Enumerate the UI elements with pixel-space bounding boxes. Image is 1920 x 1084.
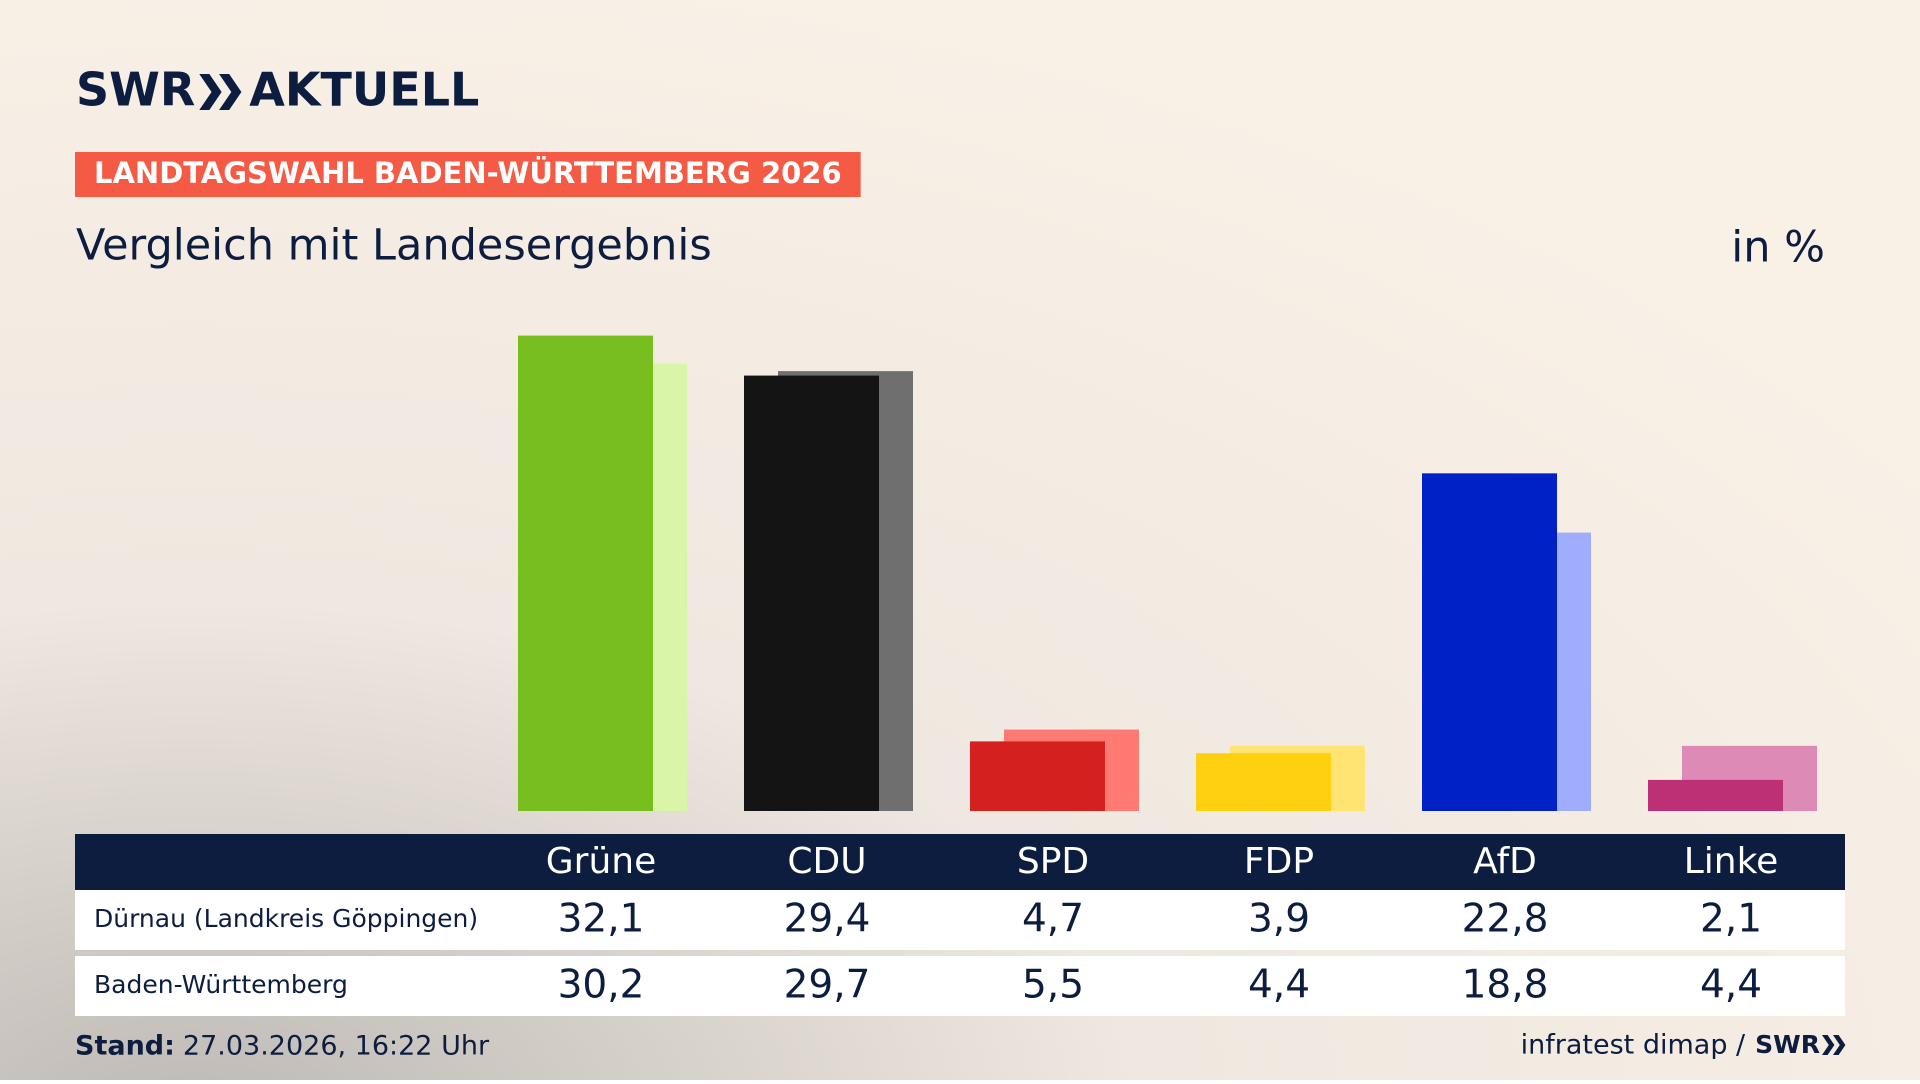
column-header: Grüne <box>546 841 656 882</box>
chevron <box>1822 1035 1835 1055</box>
chevron <box>1833 1035 1846 1055</box>
source: infratest dimap / <box>1521 1030 1746 1061</box>
table-row <box>75 956 1845 1016</box>
table-value: 5,5 <box>1022 963 1084 1008</box>
source-chevrons <box>1822 1035 1846 1055</box>
unit-label: in % <box>1731 223 1825 273</box>
brand-suffix: AKTUELL <box>249 63 479 117</box>
brand: SWR <box>76 63 195 117</box>
table-value: 29,4 <box>784 897 871 942</box>
row-label: Baden-Württemberg <box>94 970 348 999</box>
stand-label: Stand: <box>75 1031 175 1062</box>
column-header: SPD <box>1017 841 1089 882</box>
table-value: 22,8 <box>1462 897 1549 942</box>
stand: 27.03.2026, 16:22 Uhr <box>183 1031 490 1062</box>
chart-title: Vergleich mit Landesergebnis <box>76 221 712 271</box>
chevron <box>199 74 222 110</box>
column-header: FDP <box>1244 841 1314 882</box>
column-header: Linke <box>1684 841 1779 882</box>
kicker-background <box>75 152 861 197</box>
table-value: 30,2 <box>558 963 645 1008</box>
source-brand: SWR <box>1755 1030 1820 1059</box>
table-value: 2,1 <box>1700 897 1762 942</box>
bar <box>1422 473 1557 811</box>
bar <box>1648 779 1783 811</box>
table-value: 4,4 <box>1248 963 1310 1008</box>
table-value: 29,7 <box>784 963 871 1008</box>
bar <box>518 335 653 811</box>
table-value: 18,8 <box>1462 963 1549 1008</box>
bar <box>744 375 879 811</box>
kicker: LANDTAGSWAHL BADEN-WÜRTTEMBERG 2026 <box>94 156 842 190</box>
column-header: CDU <box>787 841 866 882</box>
table-header <box>75 834 1845 890</box>
table-row <box>75 890 1845 950</box>
column-header: AfD <box>1473 841 1537 882</box>
table-value: 3,9 <box>1248 897 1310 942</box>
bar <box>970 741 1105 811</box>
brand-chevrons <box>199 74 242 110</box>
bar <box>1196 753 1331 811</box>
table-value: 4,7 <box>1022 897 1084 942</box>
table-value: 32,1 <box>558 897 645 942</box>
table-value: 4,4 <box>1700 963 1762 1008</box>
chevron <box>219 74 242 110</box>
row-label: Dürnau (Landkreis Göppingen) <box>94 904 478 933</box>
